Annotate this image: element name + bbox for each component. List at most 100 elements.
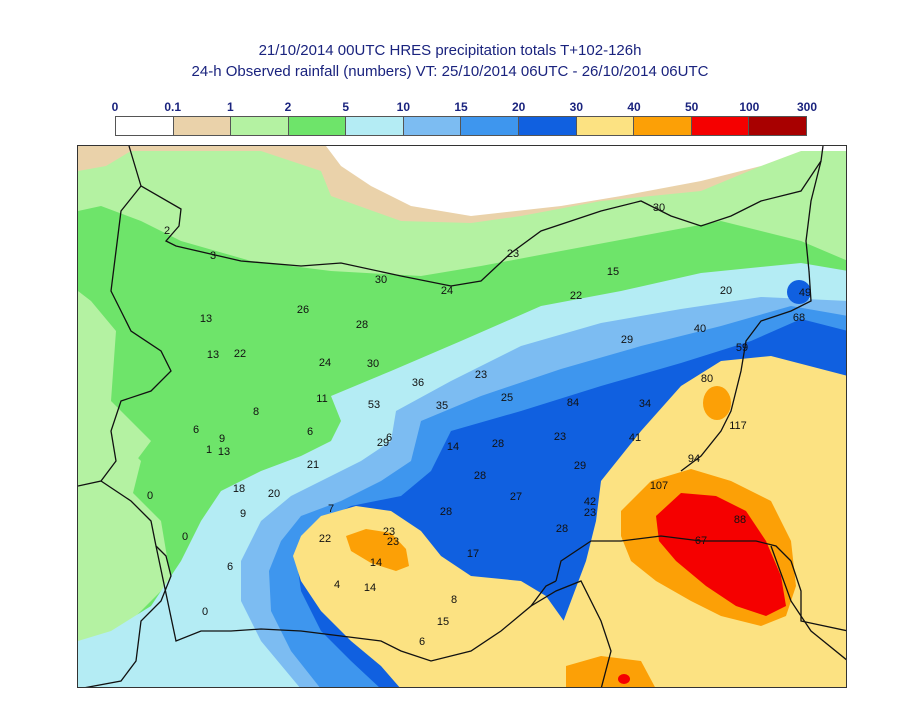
observation-label: 22 (319, 533, 331, 545)
legend-tick-label: 100 (739, 100, 760, 114)
observation-label: 4 (334, 579, 340, 591)
observation-label: 30 (375, 274, 387, 286)
country-borders (78, 146, 846, 687)
observation-label: 11 (316, 393, 327, 405)
observation-label: 107 (650, 480, 668, 492)
observation-label: 68 (793, 312, 805, 324)
observation-label: 27 (510, 491, 522, 503)
observation-label: 13 (200, 313, 212, 325)
observation-label: 30 (367, 358, 379, 370)
observation-label: 9 (240, 508, 246, 520)
observation-label: 15 (607, 266, 619, 278)
observation-label: 24 (441, 285, 453, 297)
observation-label: 6 (193, 424, 199, 436)
observation-label: 7 (328, 503, 334, 515)
observation-label: 1 (206, 444, 212, 456)
observation-label: 0 (202, 606, 208, 618)
observation-label: 13 (218, 446, 230, 458)
observation-label: 0 (147, 490, 153, 502)
legend-color-box (461, 117, 520, 135)
observation-label: 0 (182, 531, 188, 543)
observation-label: 84 (567, 397, 579, 409)
legend-tick-label: 1 (226, 100, 234, 114)
legend-tick-label: 15 (454, 100, 468, 114)
observation-label: 40 (694, 323, 706, 335)
observation-label: 9 (219, 433, 225, 445)
observation-label: 42 (584, 496, 596, 508)
observation-label: 23 (475, 369, 487, 381)
observation-label: 25 (501, 392, 513, 404)
map-title: 21/10/2014 00UTC HRES precipitation tota… (258, 42, 642, 59)
observation-label: 22 (234, 348, 246, 360)
observation-label: 8 (451, 594, 457, 606)
observation-label: 23 (554, 431, 566, 443)
observation-label: 23 (387, 536, 399, 548)
observation-label: 6 (307, 426, 313, 438)
legend-tick-label: 20 (511, 100, 526, 114)
precipitation-map: 2 3 30 23 15 30 24 22 20 49 13 26 28 68 40 29 13 22 24 30 59… (77, 145, 847, 688)
observation-label: 34 (639, 398, 651, 410)
legend-color-box (634, 117, 692, 135)
legend-color-box (403, 117, 462, 135)
observation-label: 6 (419, 636, 425, 648)
legend-tick-label: 300 (796, 100, 818, 114)
observation-label: 80 (701, 373, 713, 385)
observation-label: 117 (729, 420, 747, 432)
observation-label: 28 (356, 319, 368, 331)
legend-tick-label: 0 (111, 100, 119, 114)
observation-label: 35 (436, 400, 448, 412)
legend-color-box (519, 117, 577, 135)
observation-label: 41 (629, 432, 641, 444)
observation-label: 23 (383, 526, 395, 538)
legend-tick-label: 2 (284, 100, 292, 114)
legend-tick-label: 30 (569, 100, 584, 114)
observation-label: 53 (368, 399, 380, 411)
observation-label: 23 (584, 507, 596, 519)
observation-label: 17 (467, 548, 479, 560)
observation-label: 20 (720, 285, 732, 297)
observation-label: 14 (370, 557, 382, 569)
observation-label: 20 (268, 488, 280, 500)
observation-label: 59 (736, 342, 748, 354)
observation-label: 88 (734, 514, 746, 526)
observation-label: 6 (386, 432, 392, 444)
observation-label: 3 (210, 250, 216, 262)
precipitation-shading (78, 146, 846, 687)
observation-label: 29 (621, 334, 633, 346)
precipitation-color-legend (115, 116, 807, 136)
legend-color-box (231, 117, 289, 135)
observation-label: 22 (570, 290, 582, 302)
observation-label: 8 (253, 406, 259, 418)
observation-label: 67 (695, 535, 707, 547)
observation-label: 21 (307, 459, 319, 471)
observation-label: 28 (440, 506, 452, 518)
observation-label: 2 (164, 225, 170, 237)
legend-color-box (576, 117, 635, 135)
observation-label: 23 (507, 248, 519, 260)
legend-tick-label: 50 (684, 100, 699, 114)
observation-label: 36 (412, 377, 424, 389)
observation-label: 26 (297, 304, 309, 316)
legend-color-box (116, 117, 174, 135)
legend-tick-label: 10 (396, 100, 411, 114)
legend-tick-label: 5 (342, 100, 349, 114)
legend-color-box (346, 117, 404, 135)
legend-color-box (173, 117, 232, 135)
observation-label: 24 (319, 357, 331, 369)
legend-tick-label: 40 (627, 100, 641, 114)
legend-color-box (691, 117, 750, 135)
observation-label: 28 (492, 438, 504, 450)
legend-color-box (749, 117, 806, 135)
observation-label: 29 (574, 460, 586, 472)
legend-tick-label: 0.1 (164, 100, 181, 114)
observation-label: 15 (437, 616, 449, 628)
observation-label: 30 (653, 202, 665, 214)
observation-label: 28 (556, 523, 568, 535)
legend-color-box (288, 117, 347, 135)
observation-label: 14 (364, 582, 376, 594)
observation-label: 28 (474, 470, 486, 482)
observation-label: 49 (799, 287, 811, 299)
observation-label: 6 (227, 561, 233, 573)
observation-label: 14 (447, 441, 459, 453)
